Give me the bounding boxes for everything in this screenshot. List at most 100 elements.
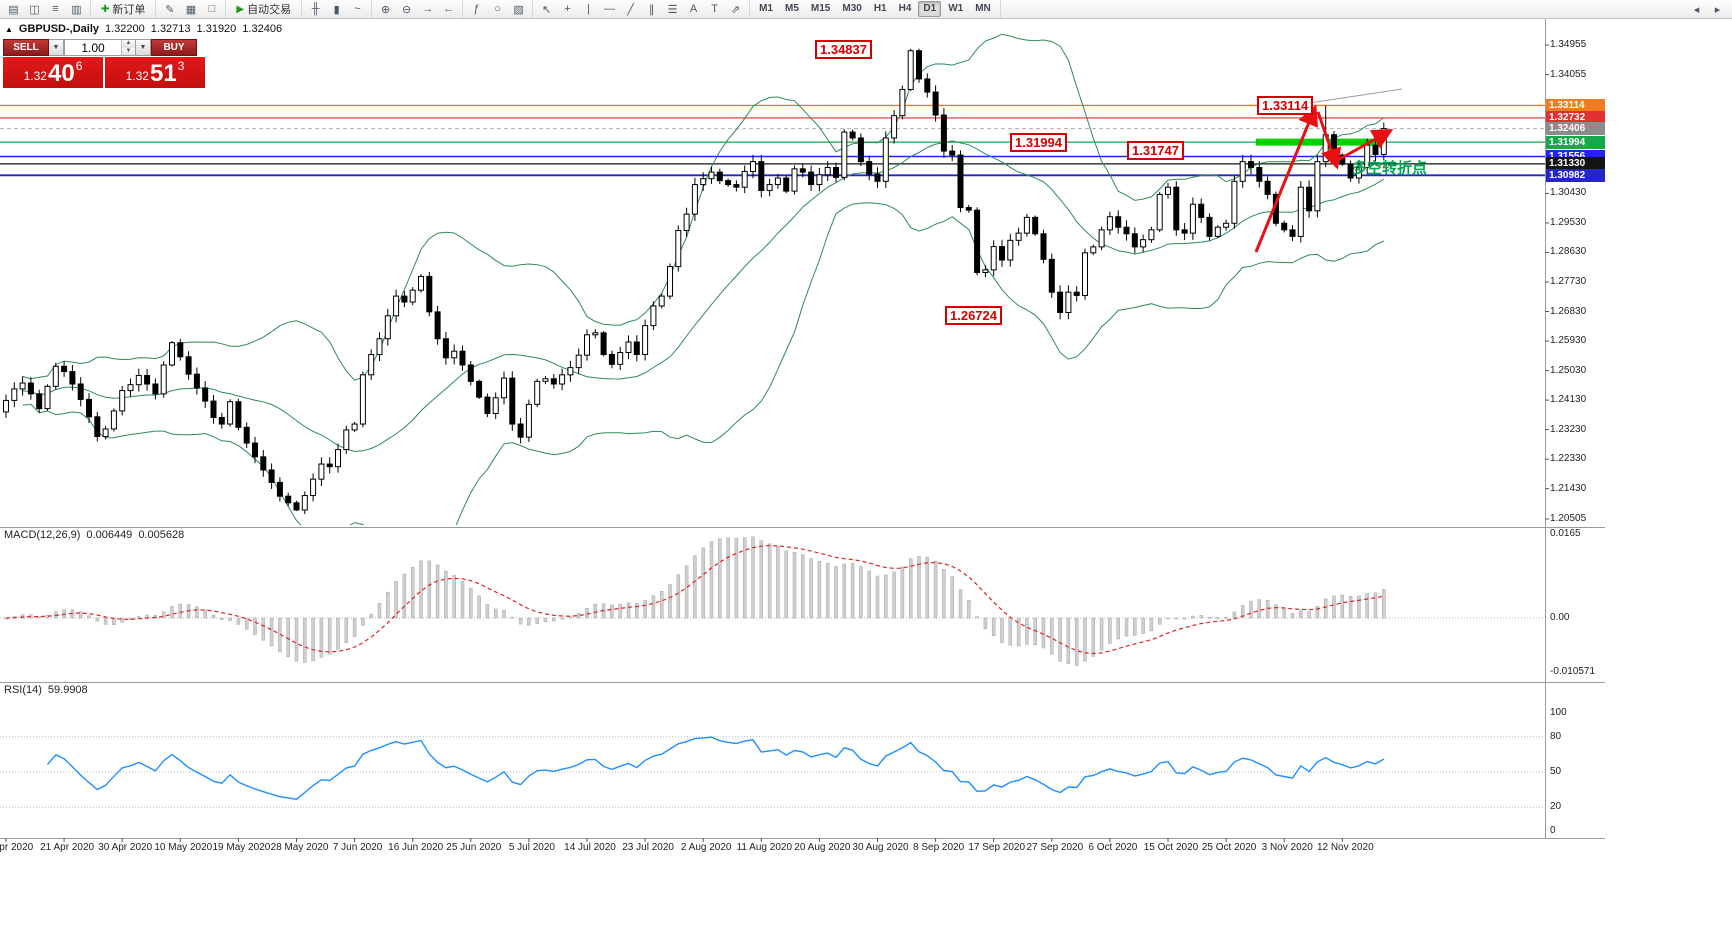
navigator-icon[interactable]: ≡ <box>46 1 65 18</box>
sell-button[interactable]: SELL <box>3 39 49 56</box>
date-label: 30 Apr 2020 <box>98 842 153 853</box>
toolbar-group: ╫ ▮ ~ <box>302 0 373 18</box>
vertical-line-icon[interactable]: | <box>579 1 598 18</box>
sell-dropdown-icon[interactable]: ▼ <box>49 39 64 56</box>
horizontal-line-icon[interactable]: — <box>600 1 619 18</box>
data-window-icon[interactable]: ◫ <box>25 1 44 18</box>
autotrading-button[interactable]: ▶ 自动交易 <box>230 1 297 18</box>
profiles-icon[interactable]: □ <box>202 1 221 18</box>
price-level-label: 1.33114 <box>1546 98 1605 112</box>
date-label: 16 Jun 2020 <box>388 842 444 853</box>
volume-down-icon[interactable]: ▼ <box>122 47 135 55</box>
text-label-glyph: T <box>711 3 718 15</box>
equidistant-channel-icon[interactable]: ∥ <box>642 1 661 18</box>
toolbar-group: ƒ ○ ▧ <box>463 0 534 18</box>
periods-icon[interactable]: ○ <box>488 1 507 18</box>
date-label: 8 Sep 2020 <box>913 842 965 853</box>
buy-button[interactable]: BUY <box>151 39 197 56</box>
date-label: 28 May 2020 <box>270 842 329 853</box>
chart-ohlc-header: ▲ GBPUSD-,Daily 1.32200 1.32713 1.31920 … <box>5 23 282 35</box>
date-label: 25 Jun 2020 <box>446 842 502 853</box>
toolbar-group: ✚ 新订单 <box>91 0 157 18</box>
timeframe-h4[interactable]: H4 <box>898 3 912 14</box>
timeframe-w1[interactable]: W1 <box>948 3 964 14</box>
macd-header: MACD(12,26,9) 0.006449 0.005628 <box>4 529 184 541</box>
price-tick: 1.25030 <box>1550 364 1587 376</box>
price-callout[interactable]: 1.26724 <box>945 305 1002 325</box>
chart-shift-icon[interactable]: ← <box>439 1 458 18</box>
toolbar-overflow-right-icon[interactable]: ▸ <box>1714 3 1721 16</box>
indicators-icon[interactable]: ƒ <box>467 1 486 18</box>
symbol-period-label: GBPUSD-,Daily <box>18 23 99 35</box>
price-level-label: 1.31994 <box>1546 135 1605 149</box>
date-label: 19 May 2020 <box>212 842 271 853</box>
price-tick: 1.27730 <box>1550 276 1587 287</box>
templates-icon[interactable]: ▧ <box>509 1 528 18</box>
price-tick: 1.20505 <box>1550 513 1587 524</box>
macd-label: MACD(12,26,9) <box>4 529 81 541</box>
date-label: 15 Oct 2020 <box>1143 842 1199 853</box>
new-order-button[interactable]: ✚ 新订单 <box>95 1 151 18</box>
volume-input[interactable] <box>65 40 121 55</box>
bar-chart-icon[interactable]: ╫ <box>306 1 325 18</box>
navigator-glyph: ≡ <box>52 3 59 15</box>
arrows-glyph: ⇗ <box>730 3 741 16</box>
new-chart-icon[interactable]: ▦ <box>181 1 200 18</box>
ask-price[interactable]: 1.32 51 3 <box>105 57 205 88</box>
date-label: 11 Aug 2020 <box>736 842 793 853</box>
metaeditor-icon[interactable]: ✎ <box>160 1 179 18</box>
rsi-tick: 50 <box>1550 766 1562 777</box>
cursor-icon[interactable]: ↖ <box>537 1 556 18</box>
date-label: 12 Nov 2020 <box>1316 842 1374 853</box>
volume-up-icon[interactable]: ▲ <box>122 40 135 48</box>
rsi-tick: 20 <box>1550 801 1562 813</box>
data-window-glyph: ◫ <box>29 3 40 16</box>
trendline-icon[interactable]: ╱ <box>621 1 640 18</box>
line-chart-glyph: ~ <box>354 3 361 15</box>
buy-dropdown-icon[interactable]: ▼ <box>136 39 151 56</box>
toolbar-overflow-left-icon[interactable]: ◂ <box>1693 3 1700 16</box>
crosshair-icon[interactable]: + <box>558 1 577 18</box>
turning-point-note: 多空转折点 <box>1352 160 1428 177</box>
market-watch-icon[interactable]: ▤ <box>4 1 23 18</box>
fibonacci-icon[interactable]: ☰ <box>663 1 682 18</box>
timeframe-d1[interactable]: D1 <box>918 1 942 17</box>
date-label: 6 Oct 2020 <box>1088 842 1138 853</box>
date-label: 14 Jul 2020 <box>564 842 616 853</box>
autotrading-label: 自动交易 <box>247 4 292 16</box>
price-callout[interactable]: 1.31994 <box>1010 133 1067 153</box>
timeframe-m1[interactable]: M1 <box>759 3 773 14</box>
timeframe-m15[interactable]: M15 <box>810 3 831 14</box>
auto-scroll-icon[interactable]: → <box>418 1 437 18</box>
text-label-icon[interactable]: T <box>705 1 724 18</box>
macd-main-value: 0.006449 <box>86 529 133 541</box>
price-callout[interactable]: 1.33114 <box>1257 96 1314 116</box>
line-chart-icon[interactable]: ~ <box>348 1 367 18</box>
auto-scroll-glyph: → <box>422 3 434 15</box>
one-click-toggle-icon[interactable]: ▲ <box>5 24 13 34</box>
price-callout[interactable]: 1.31747 <box>1127 141 1184 161</box>
rsi-tick: 80 <box>1550 730 1562 742</box>
macd-tick: 0.0165 <box>1550 528 1581 539</box>
date-label: 7 Jun 2020 <box>332 842 383 853</box>
price-tick: 1.25930 <box>1550 335 1587 347</box>
timeframe-h1[interactable]: H1 <box>873 3 887 14</box>
price-callout[interactable]: 1.34837 <box>815 39 872 59</box>
timeframe-m30[interactable]: M30 <box>842 3 862 14</box>
crosshair-glyph: + <box>564 3 571 15</box>
zoom-out-icon[interactable]: ⊖ <box>397 1 416 18</box>
text-icon[interactable]: A <box>684 1 703 18</box>
arrows-icon[interactable]: ⇗ <box>726 1 745 18</box>
timeframe-m5[interactable]: M5 <box>785 3 799 14</box>
rsi-label: RSI(14) <box>4 684 42 696</box>
timeframe-mn[interactable]: MN <box>975 3 991 14</box>
zoom-in-icon[interactable]: ⊕ <box>376 1 395 18</box>
bid-price[interactable]: 1.32 40 6 <box>3 57 103 88</box>
candlestick-chart-icon[interactable]: ▮ <box>327 1 346 18</box>
date-label: 10 May 2020 <box>154 842 213 853</box>
terminal-icon[interactable]: ▥ <box>67 1 86 18</box>
toolbar-group: ⊕ ⊖ → ← <box>372 0 464 18</box>
close-value: 1.32406 <box>242 23 283 35</box>
